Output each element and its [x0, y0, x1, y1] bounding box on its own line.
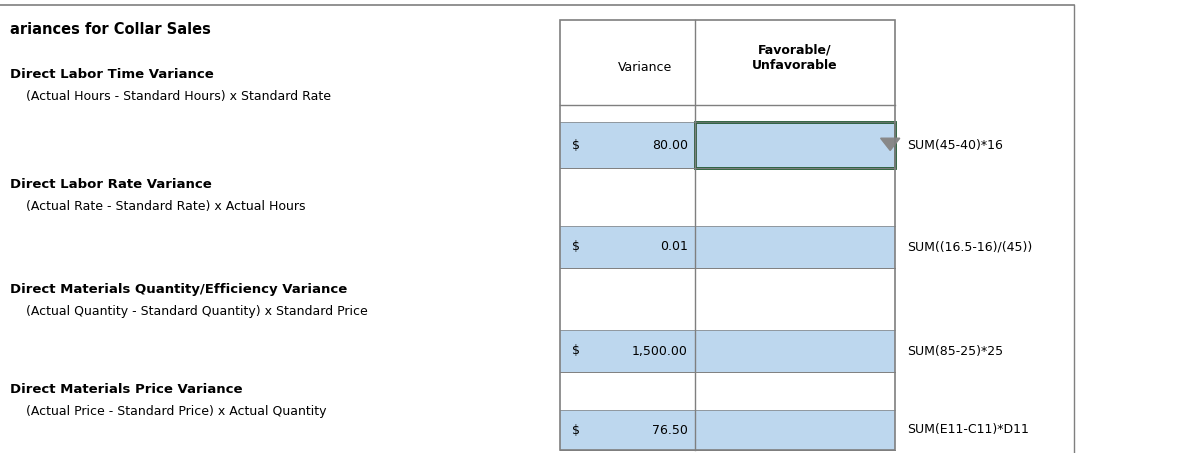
Text: $: $ — [572, 344, 580, 357]
Text: (Actual Hours - Standard Hours) x Standard Rate: (Actual Hours - Standard Hours) x Standa… — [26, 90, 331, 103]
Text: 76.50: 76.50 — [652, 424, 688, 437]
Text: $: $ — [572, 241, 580, 254]
Bar — [695, 122, 895, 168]
Text: Direct Labor Rate Variance: Direct Labor Rate Variance — [10, 178, 211, 191]
Text: ariances for Collar Sales: ariances for Collar Sales — [10, 22, 210, 37]
Text: $: $ — [572, 139, 580, 151]
Text: 80.00: 80.00 — [652, 139, 688, 151]
Text: Direct Materials Price Variance: Direct Materials Price Variance — [10, 383, 242, 396]
Bar — [560, 226, 695, 268]
Bar — [560, 410, 695, 450]
Text: SUM((16.5-16)/(45)): SUM((16.5-16)/(45)) — [907, 241, 1032, 254]
Text: (Actual Quantity - Standard Quantity) x Standard Price: (Actual Quantity - Standard Quantity) x … — [26, 305, 368, 318]
Bar — [695, 226, 895, 268]
Text: Variance: Variance — [618, 61, 673, 73]
Bar — [695, 122, 895, 168]
Bar — [560, 330, 695, 372]
Bar — [695, 330, 895, 372]
Text: $: $ — [572, 424, 580, 437]
Text: Favorable/
Unfavorable: Favorable/ Unfavorable — [752, 43, 838, 72]
Bar — [695, 410, 895, 450]
Text: (Actual Price - Standard Price) x Actual Quantity: (Actual Price - Standard Price) x Actual… — [26, 405, 326, 418]
Text: (Actual Rate - Standard Rate) x Actual Hours: (Actual Rate - Standard Rate) x Actual H… — [26, 200, 306, 213]
Bar — [560, 20, 895, 450]
Text: SUM(E11-C11)*D11: SUM(E11-C11)*D11 — [907, 424, 1028, 437]
Text: SUM(45-40)*16: SUM(45-40)*16 — [907, 139, 1003, 151]
Text: 1,500.00: 1,500.00 — [632, 344, 688, 357]
Bar — [560, 122, 695, 168]
Bar — [560, 20, 895, 105]
Text: SUM(85-25)*25: SUM(85-25)*25 — [907, 344, 1003, 357]
Polygon shape — [881, 138, 900, 150]
Text: Direct Labor Time Variance: Direct Labor Time Variance — [10, 68, 214, 81]
Text: 0.01: 0.01 — [660, 241, 688, 254]
Text: Direct Materials Quantity/Efficiency Variance: Direct Materials Quantity/Efficiency Var… — [10, 283, 347, 296]
